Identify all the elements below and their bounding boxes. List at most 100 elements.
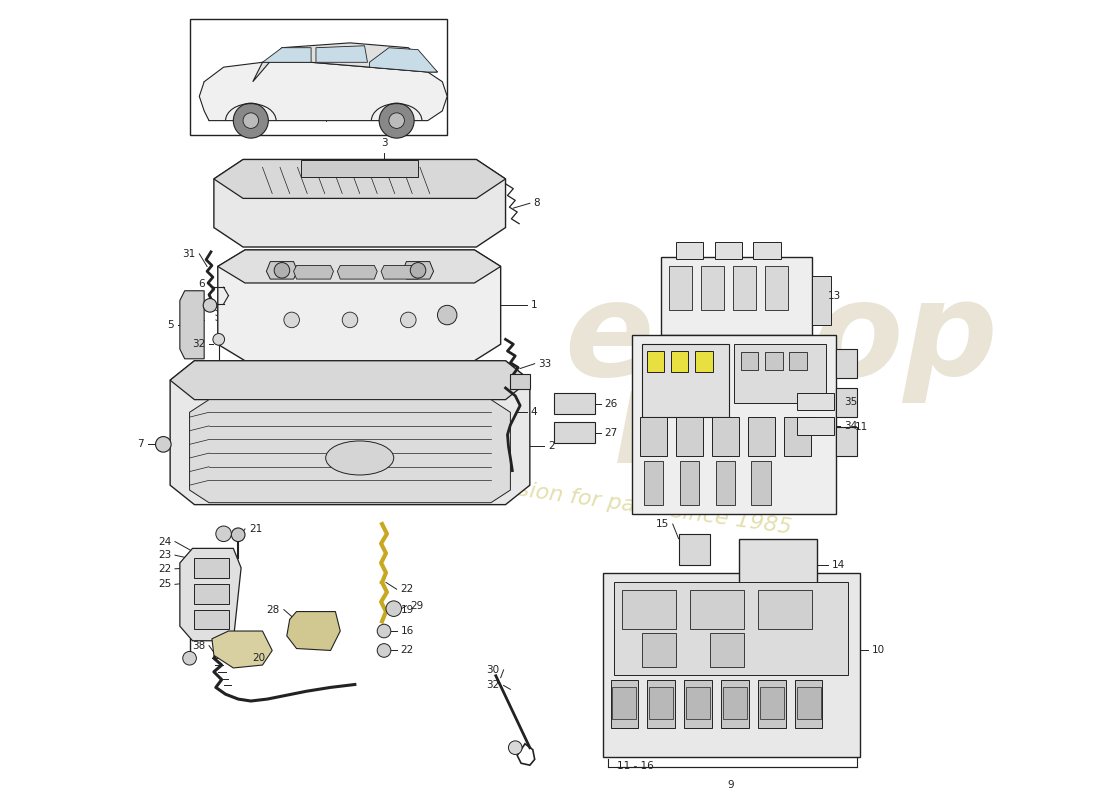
Polygon shape [213,159,506,198]
Bar [189,18,448,135]
Polygon shape [403,262,433,279]
Bar [836,349,858,378]
Text: 22: 22 [400,646,414,655]
Bar [195,584,230,604]
Text: 19: 19 [400,605,414,614]
Polygon shape [263,48,311,62]
Bar [675,242,703,258]
Bar [510,374,530,389]
Polygon shape [338,266,377,279]
Bar [686,687,710,718]
Text: 34: 34 [844,421,857,431]
Circle shape [204,298,217,312]
Bar [751,461,771,505]
Bar [615,582,848,674]
Text: 23: 23 [158,550,172,560]
Bar [669,266,692,310]
Text: 26: 26 [605,398,618,409]
Polygon shape [253,43,438,82]
Bar [554,422,595,443]
Circle shape [231,528,245,542]
Text: 35: 35 [844,397,857,406]
Text: 21: 21 [249,524,262,534]
Bar [740,352,758,370]
Text: europ: europ [564,276,998,403]
Text: 15: 15 [656,519,669,529]
Bar [644,461,663,505]
Text: 29: 29 [410,601,424,610]
Bar [690,590,744,629]
Text: 25: 25 [158,579,172,590]
Bar [724,687,747,718]
Bar [195,558,230,578]
Bar [734,344,826,402]
Bar [754,242,781,258]
Polygon shape [170,361,530,400]
Text: 27: 27 [605,428,618,438]
Bar [648,680,674,728]
Text: 8: 8 [534,198,540,208]
Circle shape [508,741,522,754]
Text: 16: 16 [400,626,414,636]
Text: 10: 10 [872,646,886,655]
Polygon shape [381,266,421,279]
Bar [766,266,789,310]
Bar [640,417,667,456]
Circle shape [379,103,414,138]
Text: 11: 11 [855,422,868,432]
Text: 5: 5 [167,320,174,330]
Circle shape [233,103,268,138]
Text: 7: 7 [138,439,144,450]
Circle shape [377,644,390,658]
Polygon shape [218,250,500,361]
Text: 30: 30 [486,665,499,675]
Text: 22: 22 [158,564,172,574]
Text: 1: 1 [531,300,538,310]
Polygon shape [294,266,333,279]
Bar [715,242,741,258]
Bar [671,351,689,373]
Circle shape [438,306,456,325]
Bar [760,687,783,718]
Text: 20: 20 [252,654,265,663]
Bar [675,417,703,456]
Polygon shape [212,631,272,668]
Text: 9: 9 [728,780,735,790]
Bar [610,680,638,728]
Bar [715,461,735,505]
Bar [783,417,811,456]
Text: a passion for parts since 1985: a passion for parts since 1985 [456,471,793,538]
Bar [554,393,595,414]
Bar [758,680,785,728]
Text: 28: 28 [266,605,280,614]
Bar [798,687,821,718]
Text: 11 - 16: 11 - 16 [617,762,654,771]
Bar [679,534,710,565]
Circle shape [386,601,402,617]
Bar [623,590,675,629]
Bar [798,393,834,410]
Bar [647,351,664,373]
Bar [798,417,834,434]
Text: 31: 31 [183,249,196,259]
Circle shape [410,262,426,278]
Circle shape [243,113,258,129]
Bar [739,538,816,592]
Text: 4: 4 [531,407,538,418]
Bar [795,680,823,728]
Circle shape [216,526,231,542]
Text: 38: 38 [191,641,205,650]
Bar [836,388,858,417]
Circle shape [389,113,405,129]
Bar [631,334,836,514]
Polygon shape [180,290,205,359]
Bar [695,351,713,373]
Polygon shape [218,250,500,283]
Bar [836,427,858,456]
Circle shape [377,624,390,638]
Bar [661,257,812,334]
Polygon shape [170,361,530,505]
Text: 13: 13 [828,290,842,301]
Text: res: res [613,363,846,490]
Polygon shape [180,548,241,641]
